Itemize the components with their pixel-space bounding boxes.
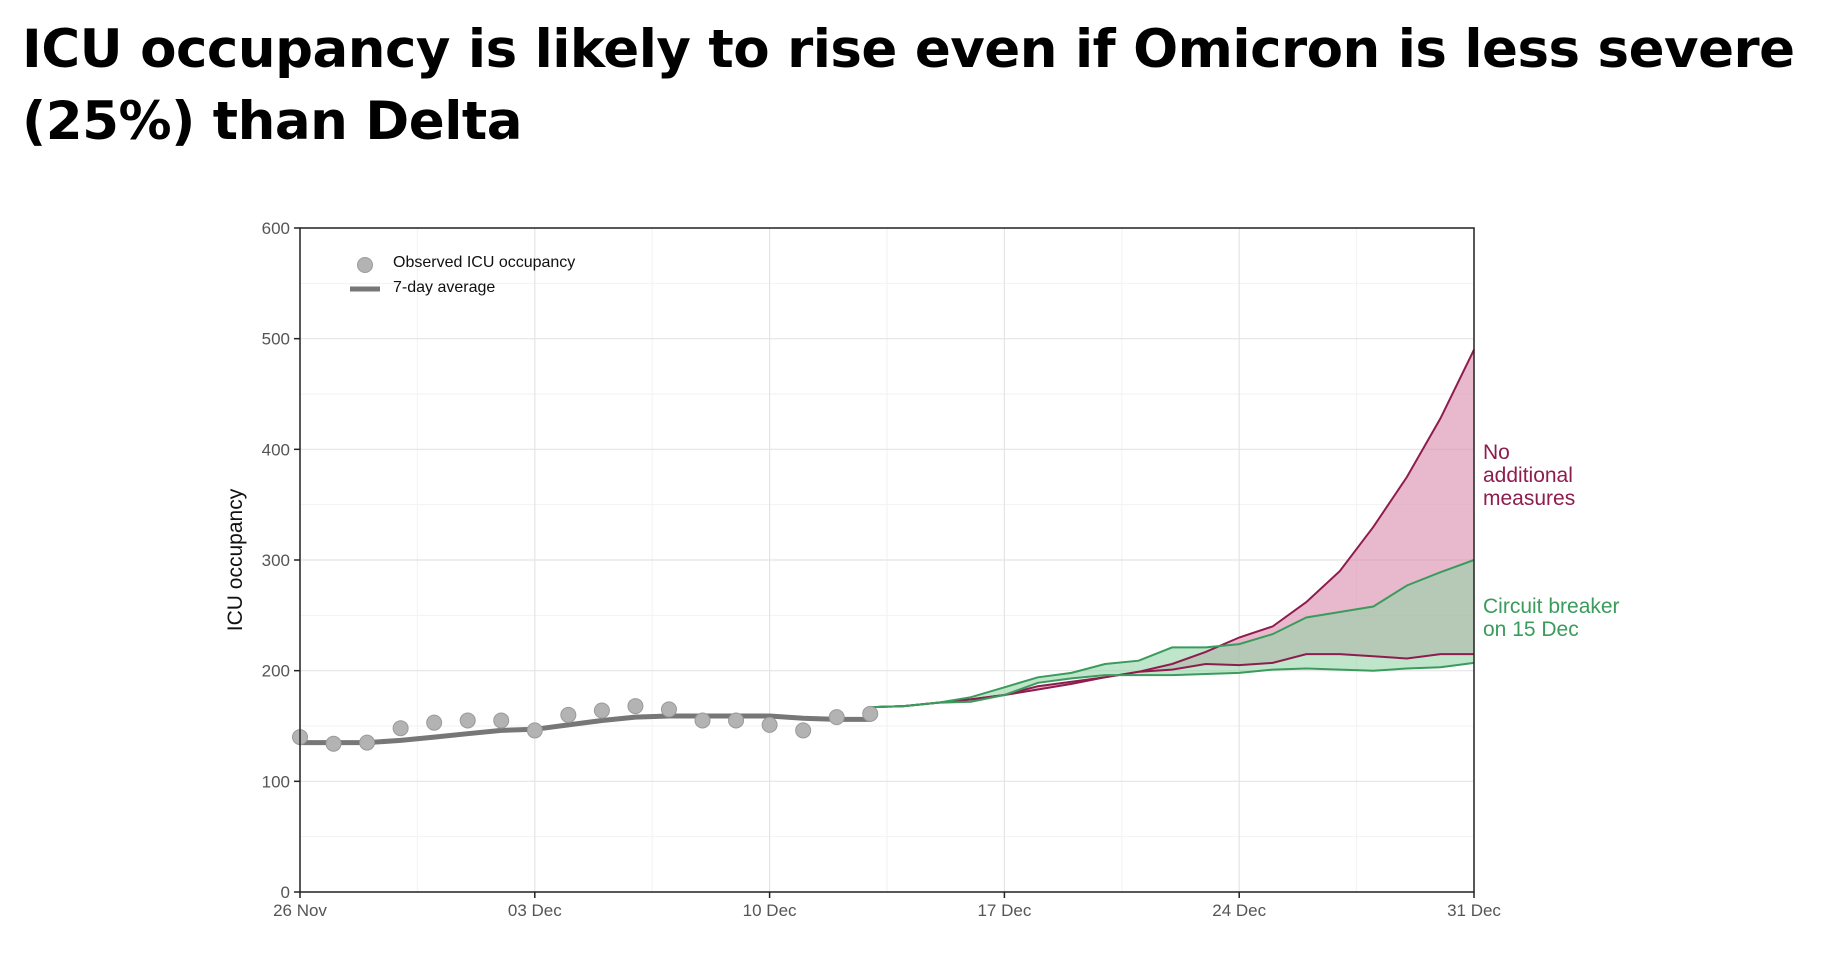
observed-point [761,716,778,733]
y-tick-label: 0 [281,883,290,902]
observed-point [593,702,610,719]
seven-day-average-line [297,713,873,746]
axis-ticks: 0 100 200 300 400 500 600 26 Nov 03 Dec 10 Dec 17 … [262,219,1502,920]
observed-point [728,712,745,729]
observed-point [359,734,376,751]
y-tick-label: 100 [262,772,290,791]
y-tick-label: 600 [262,219,290,238]
scenario-lower-line-1 [870,661,1475,709]
observed-points [292,698,879,752]
observed-point [493,712,510,729]
y-tick-label: 400 [262,440,290,459]
x-tick-label: 03 Dec [508,901,562,920]
scenario-label-line: additional [1483,464,1573,487]
x-tick-label: 24 Dec [1212,901,1266,920]
observed-point [862,705,879,722]
scenario-bands [870,349,1474,708]
grid [299,227,1475,893]
scenario-lower-line-0 [870,653,1474,709]
legend-point-swatch [357,257,373,273]
scenario-label-line: measures [1483,487,1575,510]
x-tick-label: 10 Dec [743,901,797,920]
series-lines [297,349,1475,746]
x-tick-label: 17 Dec [977,901,1031,920]
observed-point [627,698,644,715]
legend-entry-average: 7-day average [393,279,495,296]
scenario-label-0: No additional measures [1483,441,1575,510]
observed-point [560,706,577,723]
observed-point [795,722,812,739]
scenario-upper-line-1 [870,559,1475,709]
observed-point [426,714,443,731]
y-tick-label: 200 [262,662,290,681]
page-title: ICU occupancy is likely to rise even if … [22,19,1795,152]
observed-point [459,712,476,729]
observed-point [526,722,543,739]
x-tick-label: 31 Dec [1447,901,1501,920]
scenario-band-1 [870,560,1474,708]
y-axis-title: ICU occupancy [224,488,247,631]
observed-point [392,720,409,737]
scenario-label-line: on 15 Dec [1483,618,1579,641]
y-tick-label: 500 [262,330,290,349]
legend: Observed ICU occupancy 7-day average [350,254,575,296]
observed-point [660,701,677,718]
x-tick-label: 26 Nov [273,901,327,920]
observed-point [325,735,342,752]
scenario-labels: No additional measures Circuit breaker on 15… [1483,441,1620,641]
scenario-label-1: Circuit breaker on 15 Dec [1483,595,1620,641]
observed-point [828,709,845,726]
observed-point [694,712,711,729]
scenario-label-line: Circuit breaker [1483,595,1620,618]
legend-entry-observed: Observed ICU occupancy [393,254,575,271]
y-tick-label: 300 [262,551,290,570]
scenario-label-line: No [1483,441,1510,464]
